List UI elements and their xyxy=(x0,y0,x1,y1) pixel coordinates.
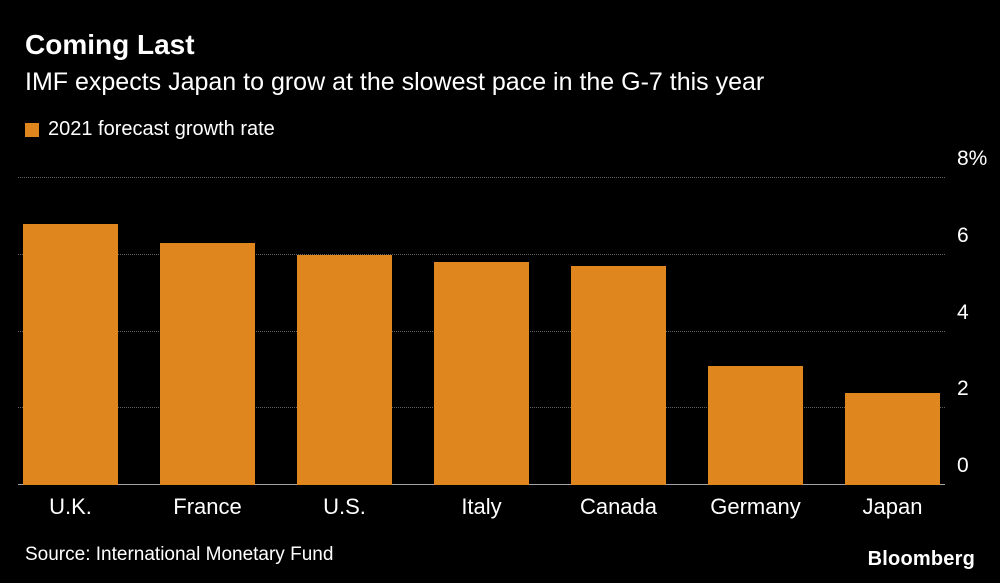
x-axis-label-u-k: U.K. xyxy=(49,494,92,519)
source-text: Source: International Monetary Fund xyxy=(25,544,334,565)
bar-chart-plot: 8% 6 4 2 0 xyxy=(18,148,987,485)
x-axis-labels: U.K. France U.S. Italy Canada Germany Japan xyxy=(18,494,945,520)
x-axis-label-u-s: U.S. xyxy=(323,494,366,519)
bars-group xyxy=(18,178,945,485)
y-axis-label-8: 8% xyxy=(957,147,988,170)
gridline-6 xyxy=(18,253,945,255)
chart-subtitle: IMF expects Japan to grow at the slowest… xyxy=(25,67,765,96)
bar-japan xyxy=(845,392,940,485)
bar-u-k xyxy=(23,224,118,485)
bar-u-s xyxy=(297,254,392,485)
y-axis-label-4: 4 xyxy=(957,300,969,324)
y-axis-label-2: 2 xyxy=(957,377,969,401)
gridline-8 xyxy=(18,177,945,178)
y-axis-label-0: 0 xyxy=(957,454,969,477)
legend-label: 2021 forecast growth rate xyxy=(48,118,275,140)
bar-canada xyxy=(571,266,666,485)
x-axis-label-germany: Germany xyxy=(710,494,801,519)
legend-swatch xyxy=(25,122,39,137)
bar-germany xyxy=(708,366,803,485)
x-axis-label-japan: Japan xyxy=(862,494,923,519)
bar-france xyxy=(160,243,255,485)
x-axis-label-italy: Italy xyxy=(461,494,502,519)
bar-italy xyxy=(434,262,529,485)
y-axis-label-6: 6 xyxy=(957,223,969,247)
x-axis-label-canada: Canada xyxy=(579,494,658,519)
chart-header: Coming Last IMF expects Japan to grow at… xyxy=(25,29,765,97)
legend: 2021 forecast growth rate xyxy=(25,118,275,141)
bloomberg-logo: Bloomberg xyxy=(867,548,975,570)
x-axis-label-france: France xyxy=(173,494,242,519)
chart-title: Coming Last xyxy=(25,29,195,60)
